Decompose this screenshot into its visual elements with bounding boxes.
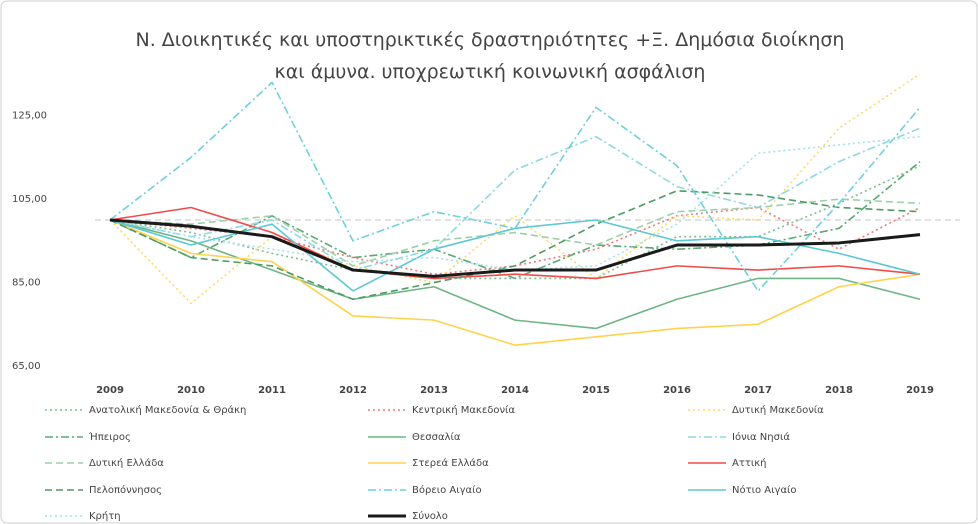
series-line <box>109 190 921 301</box>
legend-label: Ανατολική Μακεδονία & Θράκη <box>89 404 246 416</box>
series-line <box>109 219 921 330</box>
y-tick-label: 105,00 <box>12 194 47 205</box>
legend-label: Βόρειο Αιγαίο <box>412 484 482 496</box>
series-line <box>109 219 921 292</box>
x-tick-label: 2016 <box>663 385 691 396</box>
series-line <box>109 219 921 346</box>
series-line <box>109 218 921 278</box>
legend-label: Θεσσαλία <box>412 431 461 443</box>
legend-label: Κρήτη <box>89 510 121 522</box>
x-tick-label: 2015 <box>582 385 610 396</box>
legend-label: Ιόνια Νησιά <box>732 431 790 443</box>
x-tick-label: 2013 <box>420 385 448 396</box>
series-line <box>109 198 921 267</box>
x-tick-label: 2018 <box>825 385 853 396</box>
x-tick-label: 2011 <box>258 385 286 396</box>
y-tick-label: 65,00 <box>12 361 41 372</box>
x-tick-label: 2010 <box>177 385 205 396</box>
x-tick-label: 2012 <box>339 385 367 396</box>
legend-label: Ήπειρος <box>88 431 131 443</box>
series-line <box>109 160 921 280</box>
series-line <box>109 81 921 292</box>
x-tick-label: 2014 <box>501 385 529 396</box>
y-tick-label: 125,00 <box>12 111 47 122</box>
legend-label: Αττική <box>732 457 767 469</box>
series-line <box>109 206 921 280</box>
x-tick-label: 2009 <box>96 385 124 396</box>
legend-label: Πελοπόννησος <box>89 484 162 496</box>
y-tick-label: 85,00 <box>12 278 41 289</box>
legend-label: Κεντρική Μακεδονία <box>412 404 515 416</box>
legend-label: Σύνολο <box>412 510 448 522</box>
x-tick-label: 2017 <box>744 385 772 396</box>
legend-label: Στερεά Ελλάδα <box>412 457 489 469</box>
series-line <box>109 127 921 271</box>
series-line <box>109 135 921 271</box>
x-tick-label: 2019 <box>906 385 934 396</box>
legend-label: Δυτική Μακεδονία <box>732 404 824 416</box>
legend-label: Νότιο Αιγαίο <box>732 484 797 496</box>
chart-title: Ν. Διοικητικές και υποστηρικτικές δραστη… <box>135 29 845 83</box>
legend-label: Δυτική Ελλάδα <box>89 457 164 469</box>
